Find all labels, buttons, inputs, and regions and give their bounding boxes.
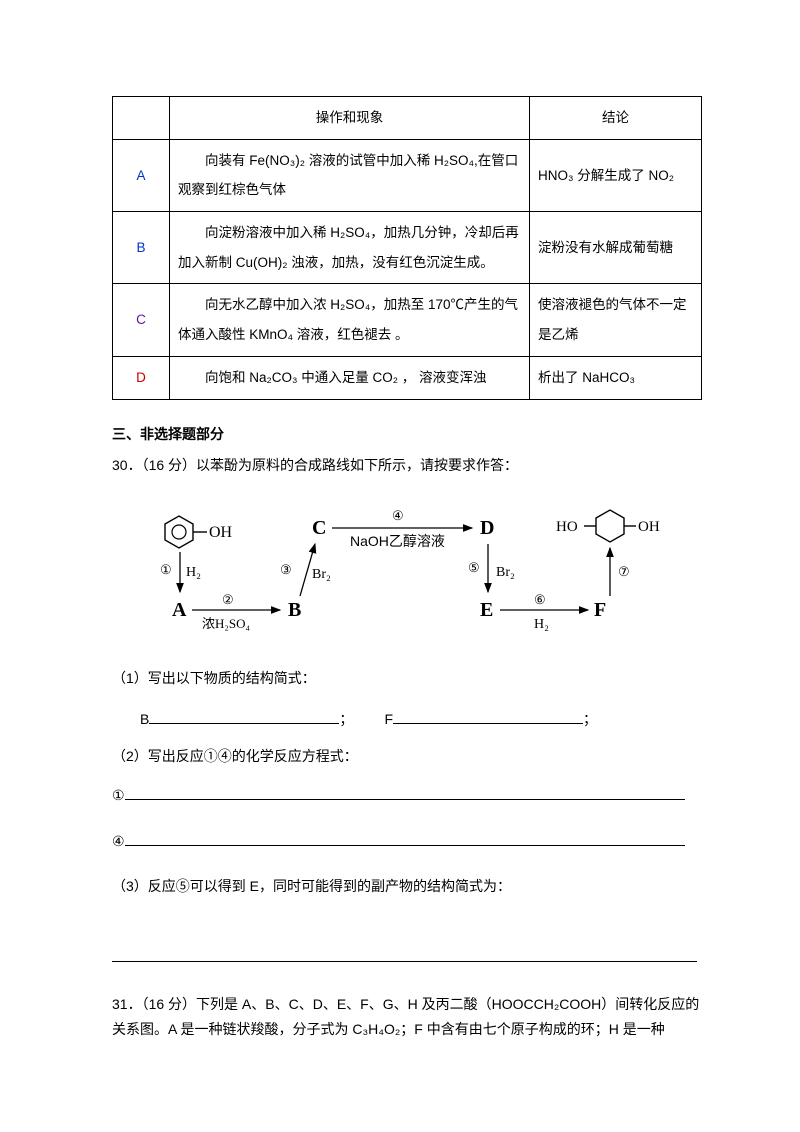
eq-line-4: ④ — [112, 829, 702, 854]
svg-text:NaOH乙醇溶液: NaOH乙醇溶液 — [350, 533, 445, 549]
q31-text: 下列是 A、B、C、D、E、F、G、H 及丙二酸（HOOCCH₂COOH）间转化… — [112, 996, 699, 1037]
q30-sub1-blanks: B； F； — [112, 707, 702, 732]
section-3-title: 三、非选择题部分 — [112, 422, 702, 447]
svg-text:H₂: H₂ — [534, 617, 549, 632]
q30-text: 以苯酚为原料的合成路线如下所示，请按要求作答： — [196, 457, 518, 473]
q30-sub2: （2）写出反应①④的化学反应方程式： — [112, 744, 702, 769]
row-d-op: 向饱和 Na₂CO₃ 中通入足量 CO₂ ， 溶液变浑浊 — [170, 356, 530, 399]
row-a-op: 向装有 Fe(NO₃)₂ 溶液的试管中加入稀 H₂SO₄,在管口观察到红棕色气体 — [170, 139, 530, 211]
svg-text:E: E — [480, 599, 493, 621]
col-conclusion: 结论 — [530, 97, 702, 140]
svg-text:D: D — [480, 517, 494, 539]
q30-sub1: （1）写出以下物质的结构简式： — [112, 666, 702, 691]
sub3-blank-row — [112, 945, 702, 970]
row-c-label: C — [113, 284, 170, 356]
q30-sub3: （3）反应⑤可以得到 E，同时可能得到的副产物的结构简式为： — [112, 874, 702, 899]
diol-node: HO OH — [556, 510, 660, 542]
svg-text:②: ② — [222, 592, 234, 607]
blank-f[interactable] — [393, 708, 583, 724]
svg-text:OH: OH — [638, 519, 660, 535]
row-d-concl: 析出了 NaHCO₃ — [530, 356, 702, 399]
eq-line-1: ① — [112, 783, 702, 808]
q30: 30．（16 分）以苯酚为原料的合成路线如下所示，请按要求作答： — [112, 453, 702, 478]
svg-text:F: F — [594, 599, 606, 621]
row-b-op: 向淀粉溶液中加入稀 H₂SO₄，加热几分钟，冷却后再加入新制 Cu(OH)₂ 浊… — [170, 212, 530, 284]
blank-eq1[interactable] — [125, 784, 685, 800]
row-b-concl: 淀粉没有水解成葡萄糖 — [530, 212, 702, 284]
svg-text:⑤: ⑤ — [468, 560, 480, 575]
row-b-label: B — [113, 212, 170, 284]
blank-sub3[interactable] — [112, 946, 697, 962]
svg-text:A: A — [172, 599, 187, 621]
svg-text:浓H₂SO₄: 浓H₂SO₄ — [202, 616, 251, 631]
svg-text:HO: HO — [556, 519, 578, 535]
col-blank — [113, 97, 170, 140]
q30-number: 30． — [112, 457, 142, 473]
q30-points: （16 分） — [142, 457, 196, 473]
row-a-concl: HNO₃ 分解生成了 NO₂ — [530, 139, 702, 211]
svg-text:⑦: ⑦ — [618, 564, 630, 579]
svg-text:Br₂: Br₂ — [496, 565, 515, 580]
svg-text:C: C — [312, 517, 326, 539]
q31-points: （16 分） — [142, 996, 196, 1012]
svg-text:OH: OH — [209, 524, 233, 541]
synthesis-diagram: OH ① H₂ A ② 浓H₂SO₄ B ③ Br₂ C ④ NaOH乙醇溶液 — [140, 496, 702, 656]
svg-text:Br₂: Br₂ — [312, 567, 331, 582]
svg-text:H₂: H₂ — [186, 565, 201, 580]
q31: 31．（16 分）下列是 A、B、C、D、E、F、G、H 及丙二酸（HOOCCH… — [112, 992, 702, 1042]
svg-text:B: B — [288, 599, 301, 621]
row-c-op: 向无水乙醇中加入浓 H₂SO₄，加热至 170℃产生的气体通入酸性 KMnO₄ … — [170, 284, 530, 356]
row-a-label: A — [113, 139, 170, 211]
blank-b[interactable] — [149, 708, 339, 724]
phenol-node: OH — [165, 516, 233, 548]
svg-text:③: ③ — [280, 562, 292, 577]
svg-text:④: ④ — [392, 508, 404, 523]
q31-number: 31． — [112, 996, 142, 1012]
row-d-label: D — [113, 356, 170, 399]
experiment-table: 操作和现象 结论 A 向装有 Fe(NO₃)₂ 溶液的试管中加入稀 H₂SO₄,… — [112, 96, 702, 400]
svg-text:⑥: ⑥ — [534, 592, 546, 607]
svg-text:①: ① — [160, 562, 172, 577]
row-c-concl: 使溶液褪色的气体不一定是乙烯 — [530, 284, 702, 356]
blank-eq4[interactable] — [125, 829, 685, 845]
col-operation: 操作和现象 — [170, 97, 530, 140]
